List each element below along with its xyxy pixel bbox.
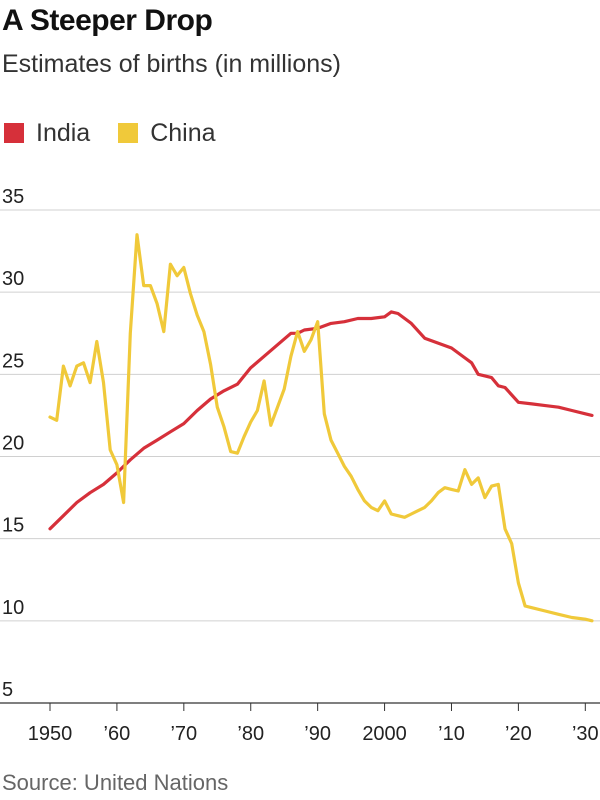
source-note: Source: United Nations bbox=[2, 770, 229, 795]
x-tick-label-2020: ’20 bbox=[505, 723, 532, 745]
series-line-china bbox=[48, 233, 594, 623]
series-lines bbox=[48, 233, 594, 623]
x-tick-label-2010: ’10 bbox=[438, 723, 465, 745]
x-tick-label-1970: ’70 bbox=[170, 723, 197, 745]
y-tick-label-25: 25 bbox=[2, 350, 24, 372]
legend-label-china: China bbox=[150, 118, 216, 147]
y-tick-label-20: 20 bbox=[2, 433, 24, 455]
x-tick-label-2030: ’30 bbox=[572, 723, 599, 745]
x-tick-label-1960: ’60 bbox=[104, 723, 131, 745]
y-tick-label-10: 10 bbox=[2, 597, 24, 619]
y-tick-label-35: 35 bbox=[2, 186, 24, 208]
y-tick-label-15: 15 bbox=[2, 515, 24, 537]
gridlines bbox=[0, 209, 600, 704]
x-tick-label-2000: 2000 bbox=[362, 723, 407, 745]
chart-subtitle: Estimates of births (in millions) bbox=[2, 50, 341, 78]
series-line-india bbox=[48, 310, 594, 531]
legend-item-china: China bbox=[118, 118, 216, 148]
x-tick-label-1980: ’80 bbox=[237, 723, 264, 745]
legend-swatch-india bbox=[4, 123, 24, 143]
legend-item-india: India bbox=[4, 119, 90, 148]
x-tick-label-1950: 1950 bbox=[28, 723, 73, 745]
legend: India China bbox=[4, 116, 244, 150]
x-axis-tick-labels: 1950 ’60 ’70 ’80 ’90 2000 ’10 ’20 ’30 bbox=[28, 723, 599, 745]
chart-title: A Steeper Drop bbox=[2, 4, 213, 37]
legend-label-india: India bbox=[36, 118, 91, 147]
y-tick-label-5: 5 bbox=[2, 679, 13, 701]
y-axis-tick-labels: 5 10 15 20 25 30 35 bbox=[2, 186, 24, 701]
x-tick-label-1990: ’90 bbox=[304, 723, 331, 745]
legend-swatch-china bbox=[118, 123, 139, 143]
y-tick-label-30: 30 bbox=[2, 268, 24, 290]
x-axis-ticks bbox=[49, 703, 586, 711]
